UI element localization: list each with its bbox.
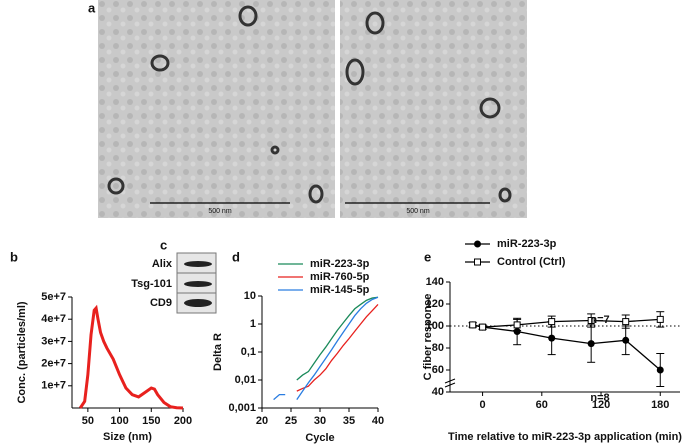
x-tick-label: 150 — [142, 415, 160, 427]
marker — [469, 321, 477, 329]
legend-label: miR-223-3p — [497, 238, 557, 250]
band — [184, 261, 212, 267]
marker — [587, 340, 595, 348]
tem-image — [340, 0, 527, 218]
y-tick-label: 4e+7 — [41, 313, 66, 325]
y-tick-label: 0,01 — [235, 374, 256, 386]
x-tick-label: 200 — [174, 415, 192, 427]
axis-break — [444, 378, 456, 384]
marker — [513, 328, 521, 335]
panel-label: c — [160, 237, 167, 252]
legend-label: miR-145-5p — [310, 284, 370, 296]
panel-label: e — [424, 249, 431, 264]
blot-label: Tsg-101 — [131, 278, 172, 290]
marker — [656, 366, 664, 374]
panel-label: b — [10, 249, 18, 264]
x-tick-label: 20 — [256, 415, 268, 427]
band — [184, 281, 212, 287]
data-line — [273, 296, 379, 401]
axis-break — [444, 382, 456, 388]
panel-label: d — [232, 249, 240, 264]
y-tick-label: 1 — [250, 318, 256, 330]
scale-label: 500 nm — [406, 208, 430, 215]
marker — [479, 323, 487, 331]
y-axis-title: Delta R — [212, 333, 224, 371]
y-axis-title: C fiber response — [422, 294, 434, 381]
x-axis-title: Size (nm) — [103, 431, 152, 443]
y-tick-label: 0,001 — [228, 402, 256, 414]
marker — [587, 317, 595, 324]
x-tick-label: 60 — [536, 399, 548, 411]
tem-image — [98, 0, 335, 218]
x-tick-label: 100 — [110, 415, 128, 427]
data-line — [296, 303, 379, 392]
data-line — [296, 296, 379, 381]
legend-label: miR-223-3p — [310, 258, 370, 270]
annotation: n=8 — [590, 392, 609, 404]
marker — [548, 334, 556, 342]
x-tick-label: 30 — [314, 415, 326, 427]
y-axis-title: Conc. (particles/ml) — [16, 301, 28, 403]
marker — [622, 318, 630, 326]
annotation: n=7 — [590, 314, 609, 326]
legend-marker — [474, 240, 481, 248]
y-tick-label: 2e+7 — [41, 358, 66, 370]
x-tick-label: 0 — [480, 399, 486, 411]
legend-label: Control (Ctrl) — [497, 256, 566, 268]
y-tick-label: 120 — [426, 298, 444, 310]
panel-label: a — [88, 0, 96, 15]
marker — [622, 336, 630, 344]
scale-label: 500 nm — [208, 208, 232, 215]
marker — [656, 315, 664, 323]
legend-label: miR-760-5p — [310, 271, 370, 283]
x-axis-title: Cycle — [305, 432, 334, 444]
marker — [513, 321, 521, 329]
y-tick-label: 1e+7 — [41, 380, 66, 392]
y-tick-label: 60 — [432, 364, 444, 376]
data-line — [472, 324, 661, 371]
y-tick-label: 0,1 — [241, 346, 256, 358]
x-tick-label: 50 — [82, 415, 94, 427]
legend-marker — [474, 258, 481, 266]
blot-label: CD9 — [150, 297, 172, 309]
y-tick-label: 100 — [426, 320, 444, 332]
data-line — [78, 304, 184, 410]
y-tick-label: 80 — [432, 342, 444, 354]
x-tick-label: 35 — [343, 415, 355, 427]
y-tick-label: 10 — [244, 290, 256, 302]
y-tick-label: 3e+7 — [41, 335, 66, 347]
y-tick-label: 140 — [426, 276, 444, 288]
y-tick-label: 5e+7 — [41, 291, 66, 303]
marker — [548, 318, 556, 326]
band — [184, 299, 212, 307]
x-tick-label: 180 — [651, 399, 669, 411]
blot-label: Alix — [152, 258, 173, 270]
vesicles — [107, 5, 512, 204]
y-tick-label: 40 — [432, 386, 444, 398]
x-tick-label: 25 — [285, 415, 297, 427]
x-axis-title: Time relative to miR-223-3p application … — [448, 431, 682, 443]
x-tick-label: 120 — [592, 399, 610, 411]
x-tick-label: 40 — [372, 415, 384, 427]
